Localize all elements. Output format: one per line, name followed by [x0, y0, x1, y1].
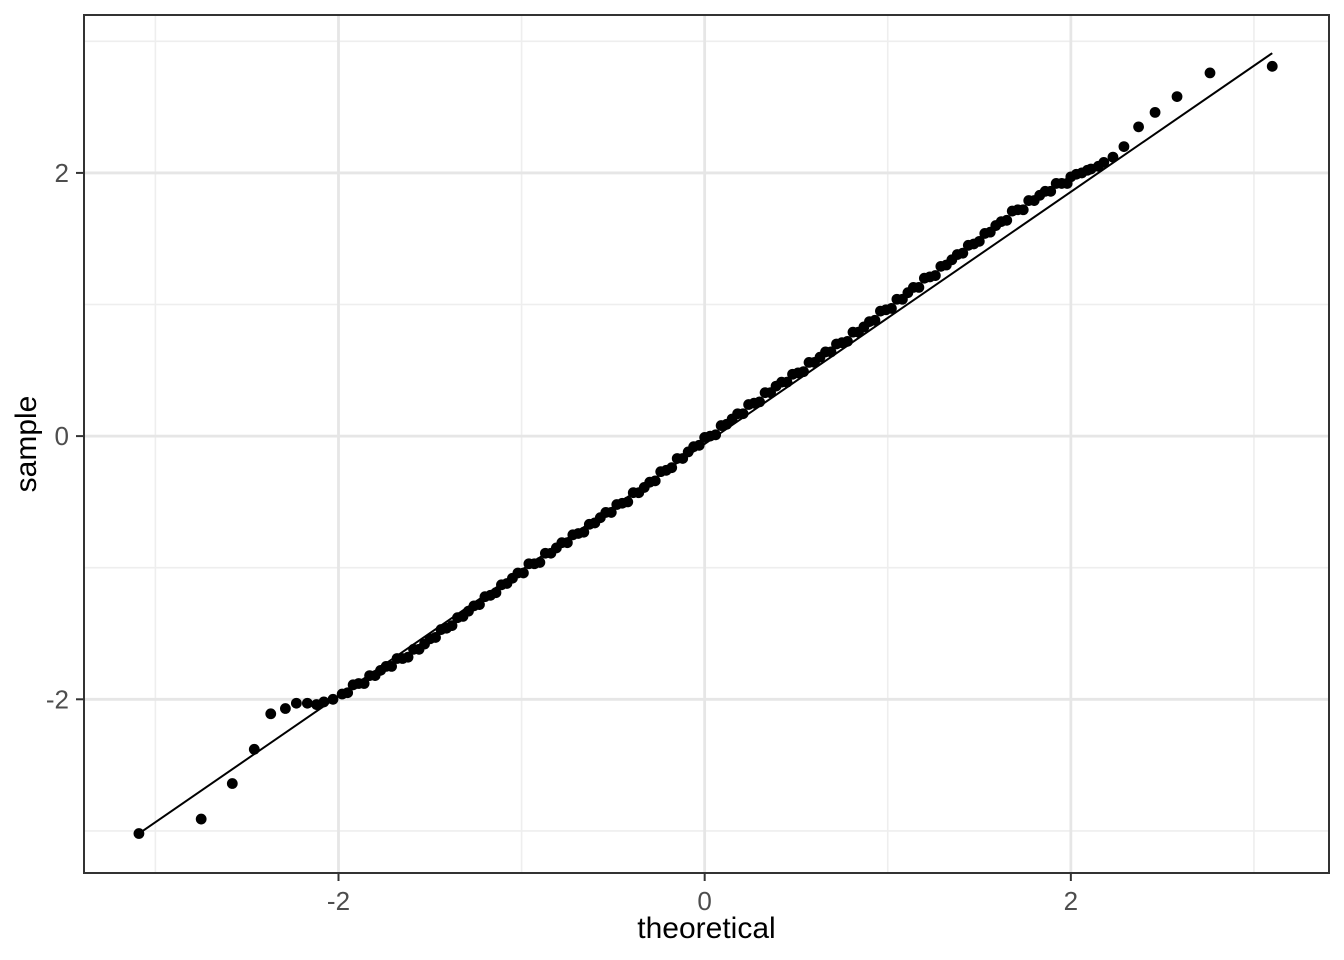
qq-point [693, 439, 705, 451]
panel-border [83, 14, 1330, 874]
qq-point [754, 396, 765, 408]
qq-point [973, 235, 985, 247]
y-axis-tick-label: -2 [46, 684, 69, 714]
qq-point [195, 813, 207, 825]
qq-point [474, 599, 485, 610]
qq-point [1107, 151, 1119, 163]
qq-point [622, 496, 634, 508]
qq-point [1118, 141, 1130, 152]
qq-point [518, 567, 529, 579]
qq-point [666, 462, 678, 474]
qq-point [358, 678, 370, 689]
qq-point [781, 376, 793, 388]
qq-point [710, 429, 722, 441]
qq-point [265, 708, 277, 720]
x-axis-tick-label: 0 [697, 886, 711, 916]
qq-point [1098, 156, 1110, 168]
qq-point [1171, 91, 1183, 102]
qq-point [842, 335, 853, 347]
qq-point [957, 247, 969, 259]
qq-point [1133, 121, 1144, 133]
qq-point [290, 697, 302, 709]
qq-point [869, 314, 881, 326]
y-axis-tick-label: 2 [55, 158, 69, 188]
qq-point [605, 507, 617, 518]
qq-point [737, 408, 749, 420]
qq-point [318, 696, 330, 708]
qq-point [133, 828, 145, 839]
qq-point [886, 303, 897, 314]
qq-point [1204, 67, 1216, 79]
qq-point [430, 632, 441, 643]
qq-point [1045, 185, 1057, 197]
qq-point [386, 660, 397, 672]
qq-point [929, 270, 941, 281]
qq-point [490, 587, 502, 599]
qq-point [1149, 106, 1161, 118]
qq-point [402, 651, 414, 663]
x-axis-tick-label: -2 [327, 886, 350, 916]
qq-point [825, 346, 837, 358]
qq-point [1266, 60, 1278, 72]
qq-point [279, 703, 291, 714]
qq-point [342, 687, 354, 699]
qq-point [248, 743, 260, 755]
y-axis-tick-label: 0 [55, 421, 69, 451]
qq-point [561, 537, 573, 549]
y-axis-title: sample [10, 395, 43, 493]
qq-point [578, 526, 590, 538]
qq-point [913, 282, 925, 293]
qq-point [327, 693, 339, 705]
qq-point [446, 620, 458, 632]
qq-point [534, 557, 546, 568]
qq-point [1001, 214, 1013, 226]
qq-point [226, 778, 238, 789]
x-axis-title: theoretical [637, 912, 776, 945]
qq-point [798, 366, 809, 378]
x-axis-tick-label: 2 [1064, 886, 1078, 916]
qq-point [649, 475, 661, 487]
qq-point [301, 697, 313, 709]
qq-point [1017, 204, 1029, 216]
